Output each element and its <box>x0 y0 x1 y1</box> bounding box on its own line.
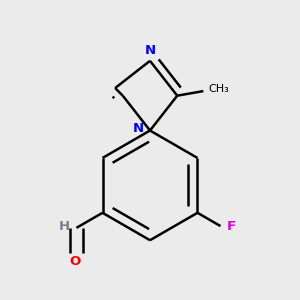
Text: F: F <box>227 220 236 232</box>
Text: N: N <box>145 44 156 57</box>
Text: H: H <box>59 220 70 232</box>
Text: O: O <box>69 255 80 268</box>
Text: N: N <box>133 122 144 135</box>
Text: CH₃: CH₃ <box>209 84 230 94</box>
